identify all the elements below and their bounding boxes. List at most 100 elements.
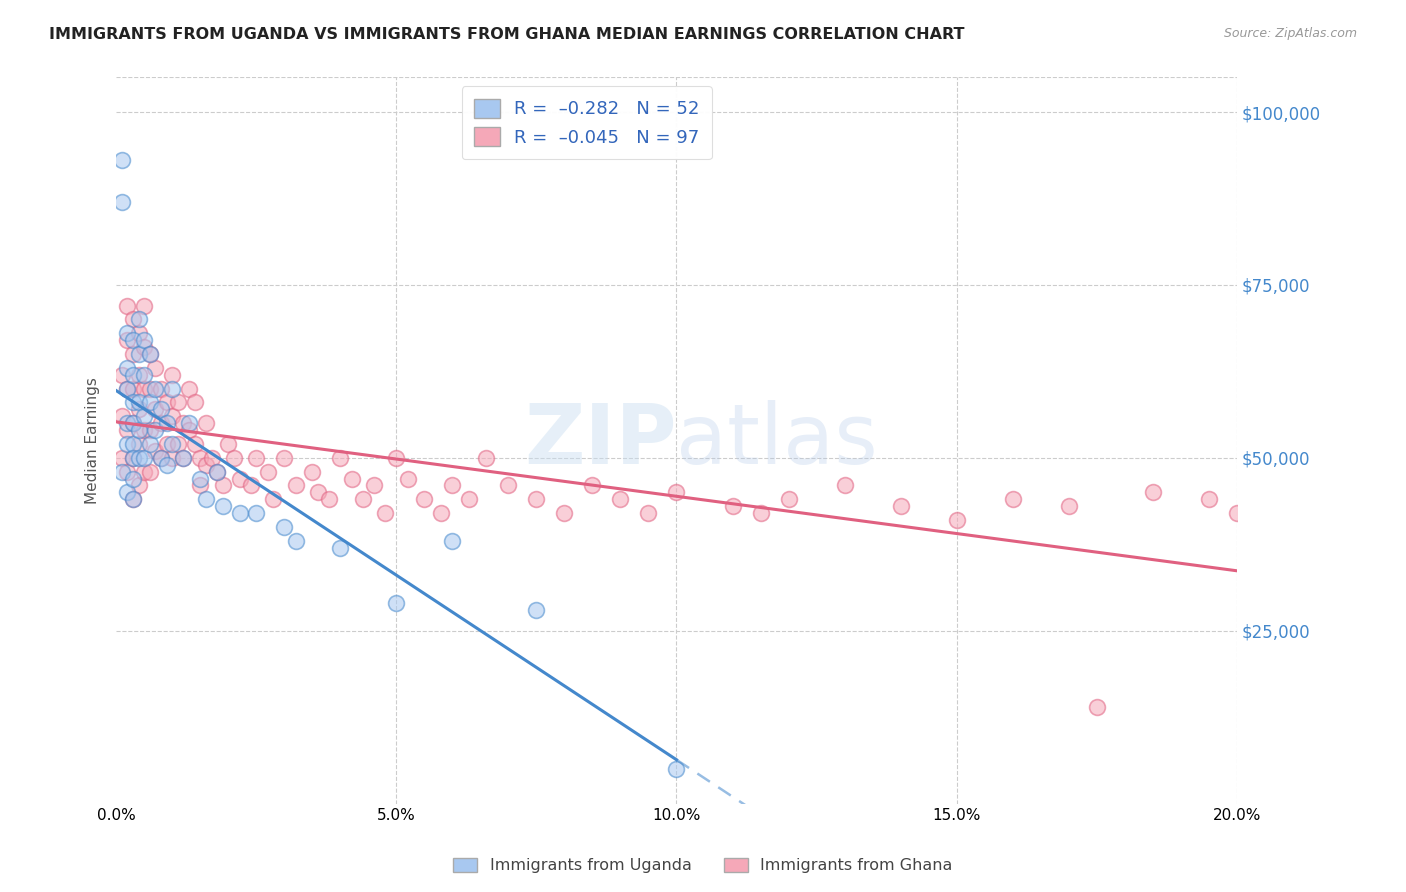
Point <box>117 437 139 451</box>
Point <box>117 485 139 500</box>
Point <box>413 492 436 507</box>
Point <box>374 506 396 520</box>
Point <box>749 506 772 520</box>
Point <box>122 333 145 347</box>
Point <box>162 450 184 465</box>
Point <box>111 450 134 465</box>
Point <box>441 533 464 548</box>
Point <box>205 465 228 479</box>
Point <box>352 492 374 507</box>
Point <box>385 450 408 465</box>
Point <box>329 541 352 555</box>
Point <box>139 423 162 437</box>
Point <box>526 603 548 617</box>
Point <box>134 423 156 437</box>
Point <box>117 465 139 479</box>
Text: IMMIGRANTS FROM UGANDA VS IMMIGRANTS FROM GHANA MEDIAN EARNINGS CORRELATION CHAR: IMMIGRANTS FROM UGANDA VS IMMIGRANTS FRO… <box>49 27 965 42</box>
Point <box>162 437 184 451</box>
Point <box>134 382 156 396</box>
Point <box>396 472 419 486</box>
Point <box>156 416 179 430</box>
Point <box>156 437 179 451</box>
Point <box>122 312 145 326</box>
Point <box>162 368 184 382</box>
Point <box>134 368 156 382</box>
Point <box>239 478 262 492</box>
Point <box>177 423 200 437</box>
Point <box>128 437 150 451</box>
Point <box>609 492 631 507</box>
Text: atlas: atlas <box>676 400 879 481</box>
Point <box>134 340 156 354</box>
Point <box>156 458 179 472</box>
Point <box>173 450 195 465</box>
Point <box>194 416 217 430</box>
Point <box>245 450 267 465</box>
Point <box>205 465 228 479</box>
Point <box>111 409 134 424</box>
Point <box>117 326 139 341</box>
Point <box>139 437 162 451</box>
Point <box>1142 485 1164 500</box>
Point <box>150 416 173 430</box>
Point <box>145 423 167 437</box>
Point <box>122 395 145 409</box>
Point <box>139 347 162 361</box>
Point <box>834 478 856 492</box>
Point <box>134 409 156 424</box>
Point <box>128 326 150 341</box>
Y-axis label: Median Earnings: Median Earnings <box>86 377 100 504</box>
Point <box>122 472 145 486</box>
Point <box>1001 492 1024 507</box>
Point <box>150 402 173 417</box>
Point <box>150 450 173 465</box>
Text: Source: ZipAtlas.com: Source: ZipAtlas.com <box>1223 27 1357 40</box>
Legend: Immigrants from Uganda, Immigrants from Ghana: Immigrants from Uganda, Immigrants from … <box>447 851 959 880</box>
Point <box>111 368 134 382</box>
Point <box>117 382 139 396</box>
Point <box>1198 492 1220 507</box>
Point <box>156 395 179 409</box>
Point <box>211 500 233 514</box>
Point <box>284 533 307 548</box>
Point <box>475 450 498 465</box>
Point <box>162 382 184 396</box>
Point <box>256 465 278 479</box>
Point <box>122 450 145 465</box>
Point <box>162 409 184 424</box>
Point <box>122 492 145 507</box>
Point <box>134 333 156 347</box>
Point <box>134 299 156 313</box>
Point <box>177 416 200 430</box>
Point <box>721 500 744 514</box>
Point <box>1226 506 1249 520</box>
Point <box>128 402 150 417</box>
Point <box>665 762 688 776</box>
Point <box>637 506 659 520</box>
Point <box>177 382 200 396</box>
Point <box>145 443 167 458</box>
Point <box>211 478 233 492</box>
Point <box>430 506 453 520</box>
Point <box>945 513 967 527</box>
Point <box>498 478 520 492</box>
Point <box>145 360 167 375</box>
Point <box>150 450 173 465</box>
Point <box>340 472 363 486</box>
Point <box>228 506 250 520</box>
Point <box>128 312 150 326</box>
Point <box>173 416 195 430</box>
Text: ZIP: ZIP <box>524 400 676 481</box>
Point <box>553 506 575 520</box>
Point <box>301 465 323 479</box>
Point <box>122 450 145 465</box>
Point <box>581 478 603 492</box>
Point <box>122 416 145 430</box>
Point <box>128 478 150 492</box>
Point <box>117 299 139 313</box>
Point <box>441 478 464 492</box>
Point <box>245 506 267 520</box>
Point <box>318 492 340 507</box>
Point <box>139 395 162 409</box>
Point <box>385 596 408 610</box>
